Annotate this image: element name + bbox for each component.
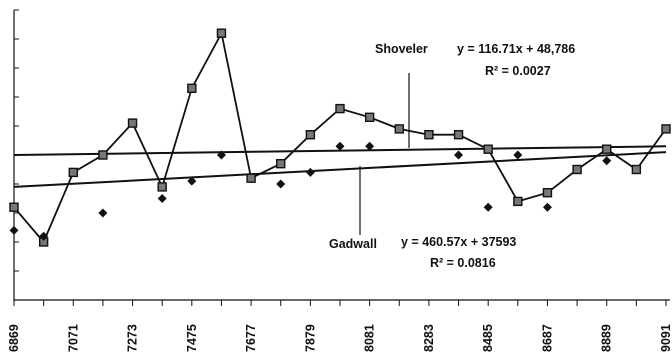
shoveler-point bbox=[424, 129, 434, 140]
x-tick-label: 7879 bbox=[303, 324, 317, 352]
gadwall-point bbox=[305, 167, 315, 177]
shoveler-point bbox=[187, 83, 197, 94]
shoveler-point bbox=[276, 158, 286, 169]
shoveler-point bbox=[305, 129, 316, 140]
x-tick-label: 7475 bbox=[185, 324, 199, 352]
gadwall-point bbox=[542, 202, 552, 212]
x-tick-label: 6869 bbox=[7, 324, 21, 352]
shoveler-r2: R² = 0.0027 bbox=[485, 64, 551, 78]
x-tick-label: 7677 bbox=[244, 324, 258, 352]
gadwall-point bbox=[602, 156, 612, 166]
x-tick-label: 7071 bbox=[66, 324, 80, 352]
shoveler-line bbox=[13, 30, 667, 244]
shoveler-label: Shoveler bbox=[375, 42, 428, 56]
shoveler-point bbox=[602, 144, 612, 154]
trendline-gadwall bbox=[13, 151, 667, 188]
x-tick-label: 8687 bbox=[540, 324, 554, 352]
shoveler-point bbox=[98, 150, 108, 160]
shoveler-point bbox=[572, 164, 582, 175]
series bbox=[9, 28, 671, 247]
shoveler-point bbox=[216, 28, 227, 38]
x-tick-label: 8081 bbox=[363, 324, 377, 352]
shoveler-point bbox=[127, 118, 138, 128]
shoveler-equation: y = 116.71x + 48,786 bbox=[457, 42, 575, 56]
shoveler-point bbox=[157, 182, 167, 192]
gadwall-equation: y = 460.57x + 37593 bbox=[401, 235, 516, 249]
shoveler-point bbox=[631, 164, 642, 175]
shoveler-point bbox=[661, 124, 671, 134]
gadwall-point bbox=[187, 176, 197, 186]
shoveler-point bbox=[246, 173, 256, 183]
gadwall-point bbox=[157, 194, 167, 203]
gadwall-point bbox=[365, 141, 375, 151]
shoveler-point bbox=[335, 103, 345, 114]
gadwall-label: Gadwall bbox=[329, 237, 377, 251]
x-tick-label: 8485 bbox=[481, 324, 495, 352]
gadwall-r2: R² = 0.0816 bbox=[430, 256, 496, 270]
shoveler-point bbox=[68, 167, 78, 178]
gadwall-point bbox=[39, 231, 49, 241]
shoveler-point bbox=[9, 202, 19, 212]
x-tick-label: 8283 bbox=[422, 324, 436, 352]
gadwall-point bbox=[9, 225, 19, 235]
shoveler-point bbox=[513, 196, 523, 207]
x-tick-labels: 6869 7071 7273 7475 7677 7879 8081 8283 8485 8687… bbox=[7, 324, 672, 352]
trendlines bbox=[13, 145, 667, 188]
gadwall-point bbox=[454, 150, 464, 160]
gadwall-point bbox=[276, 179, 286, 189]
axes bbox=[13, 9, 670, 306]
shoveler-point bbox=[394, 124, 404, 134]
shoveler-point bbox=[542, 187, 553, 198]
gadwall-point bbox=[216, 150, 226, 160]
gadwall-point bbox=[335, 141, 345, 151]
x-tick-label: 8889 bbox=[600, 324, 614, 352]
gadwall-point bbox=[513, 150, 523, 160]
shoveler-point bbox=[483, 144, 493, 154]
shoveler-point bbox=[364, 112, 375, 123]
shoveler-point bbox=[453, 129, 464, 140]
x-tick-label: 7273 bbox=[126, 324, 140, 352]
gadwall-point bbox=[98, 208, 108, 218]
gadwall-point bbox=[483, 202, 493, 212]
x-tick-label: 9091 bbox=[659, 324, 672, 352]
